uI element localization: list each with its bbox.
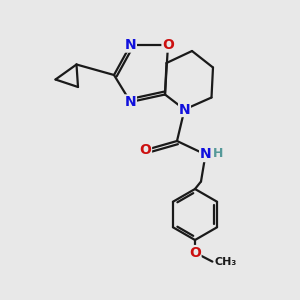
- Text: O: O: [189, 246, 201, 260]
- Text: O: O: [140, 143, 152, 157]
- Text: O: O: [162, 38, 174, 52]
- Text: N: N: [179, 103, 190, 116]
- Text: N: N: [200, 148, 211, 161]
- Text: N: N: [125, 95, 136, 109]
- Text: N: N: [125, 38, 136, 52]
- Text: CH₃: CH₃: [215, 256, 237, 267]
- Text: H: H: [213, 146, 223, 160]
